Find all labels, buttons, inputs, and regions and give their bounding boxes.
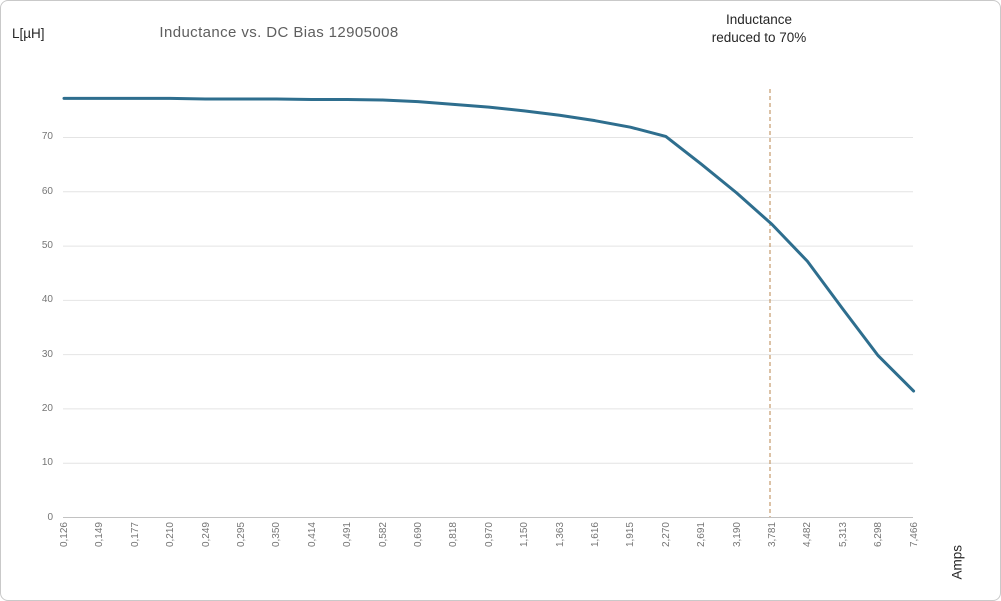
x-tick-label: 0,210 [165,522,177,548]
x-tick-label: 0,690 [413,522,424,548]
x-tick-label: 0,177 [129,522,141,548]
x-tick-label: 7,466 [908,522,920,548]
x-tick-label: 3,781 [767,522,778,548]
y-tick-label: 0 [47,511,53,523]
x-tick-label: 0,414 [306,522,318,548]
x-tick-label: 1,915 [625,522,637,548]
x-tick-label: 0,295 [236,522,247,548]
x-tick-label: 1,616 [590,522,601,548]
annotation-line-2: reduced to 70% [711,30,807,46]
x-tick-label: 6,298 [873,522,885,548]
y-tick-label: 40 [41,294,53,306]
y-tick-label: 60 [41,185,53,197]
x-tick-label: 5,313 [837,522,849,548]
y-tick-label: 10 [41,457,53,469]
annotation-label: Inductance reduced to 70% [659,11,859,47]
x-tick-label: 0,249 [200,522,212,548]
y-tick-label: 70 [41,131,53,143]
x-tick-label: 1,150 [519,522,531,548]
inductance-curve [62,96,916,393]
x-tick-label: 1,363 [554,522,566,548]
x-tick-label: 4,482 [802,522,814,548]
x-tick-label: 0,491 [342,522,354,548]
y-tick-label: 50 [41,240,53,252]
y-tick-label: 30 [41,348,53,360]
y-tick-label: 20 [41,402,53,414]
y-axis-title: L[µH] [12,26,45,41]
x-tick-label: 2,691 [696,522,708,548]
x-tick-label: 3,190 [731,522,743,548]
x-tick-label: 0,582 [377,522,389,548]
x-tick-label: 0,126 [59,522,70,548]
annotation-line-1: Inductance [725,12,793,27]
x-tick-label: 0,350 [271,522,283,548]
x-tick-label: 0,818 [448,522,460,548]
x-tick-label: 0,149 [94,522,106,548]
chart-title: Inductance vs. DC Bias 12905008 [159,24,399,41]
x-tick-label: 2,270 [660,522,672,548]
x-tick-label: 0,970 [483,522,495,548]
